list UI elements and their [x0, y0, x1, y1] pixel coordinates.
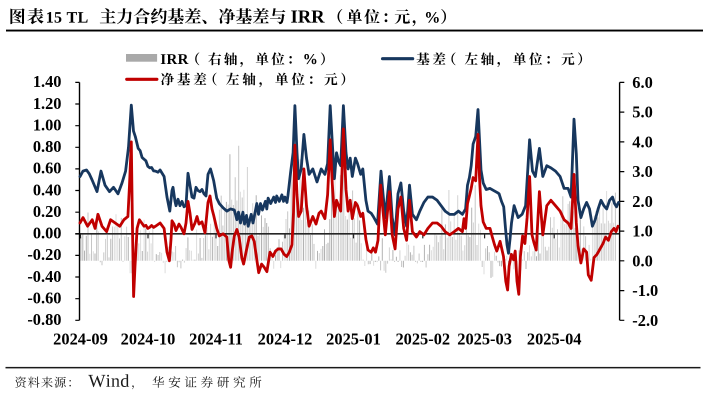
svg-text:2024-09: 2024-09: [53, 330, 108, 349]
svg-text:-2.0: -2.0: [632, 311, 658, 330]
svg-text:0.60: 0.60: [33, 159, 62, 178]
svg-text:1.20: 1.20: [33, 94, 62, 113]
svg-text:2024-10: 2024-10: [121, 330, 176, 349]
svg-text:0.0: 0.0: [632, 251, 653, 270]
svg-text:1.40: 1.40: [33, 72, 62, 91]
svg-text:5.0: 5.0: [632, 103, 653, 122]
svg-text:1.00: 1.00: [33, 116, 62, 135]
svg-text:6.0: 6.0: [632, 73, 653, 92]
svg-text:0.00: 0.00: [33, 224, 62, 243]
svg-text:4.0: 4.0: [632, 133, 653, 152]
svg-text:0.40: 0.40: [33, 180, 62, 199]
svg-text:2025-03: 2025-03: [457, 330, 512, 349]
svg-text:2024-11: 2024-11: [189, 330, 243, 349]
svg-text:-0.40: -0.40: [27, 267, 61, 286]
svg-text:0.80: 0.80: [33, 137, 62, 156]
svg-text:-1.0: -1.0: [632, 281, 658, 300]
svg-text:1.0: 1.0: [632, 222, 653, 241]
svg-text:0.20: 0.20: [33, 202, 62, 221]
svg-text:2024-12: 2024-12: [258, 330, 313, 349]
svg-text:-0.20: -0.20: [27, 245, 61, 264]
svg-text:-0.60: -0.60: [27, 289, 61, 308]
svg-text:-0.80: -0.80: [27, 310, 61, 329]
svg-text:2025-02: 2025-02: [395, 330, 450, 349]
svg-text:2025-01: 2025-01: [326, 330, 381, 349]
svg-text:3.0: 3.0: [632, 162, 653, 181]
svg-text:2.0: 2.0: [632, 192, 653, 211]
svg-text:2025-04: 2025-04: [527, 330, 582, 349]
